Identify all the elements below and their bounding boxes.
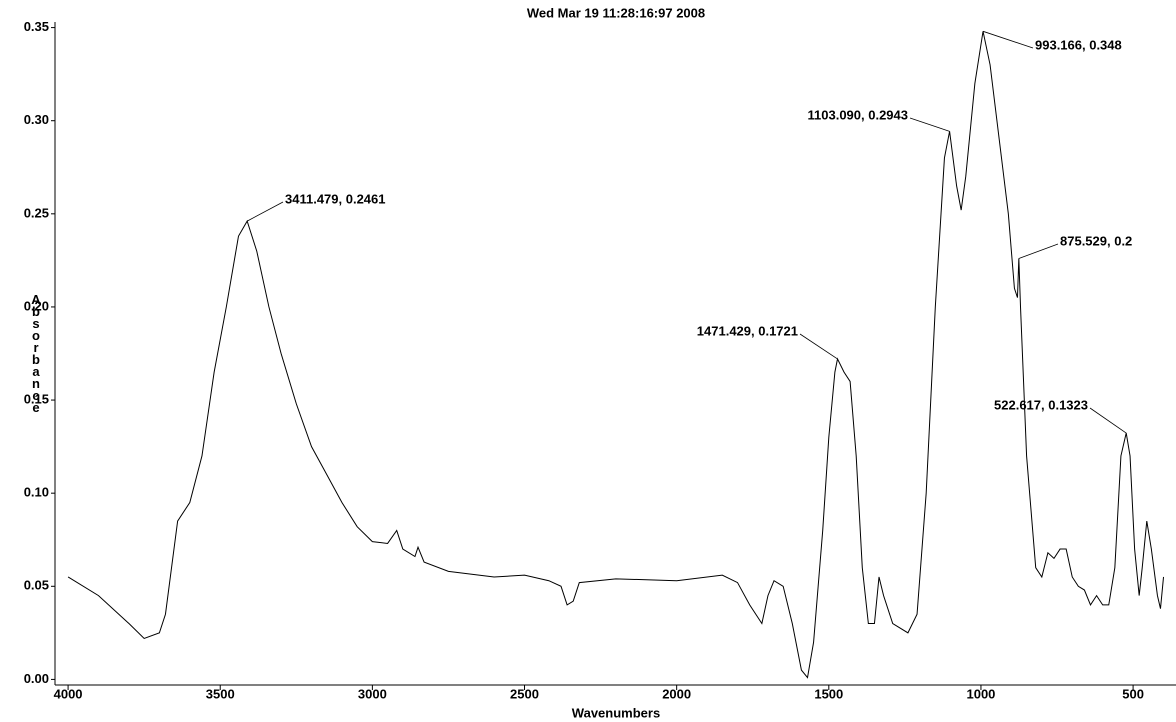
annotation-leader xyxy=(909,117,950,132)
annotation-label: 993.166, 0.348 xyxy=(1035,37,1122,52)
annotation-leader xyxy=(1089,407,1127,434)
annotation-label: 875.529, 0.2 xyxy=(1060,233,1132,248)
annotation-leader xyxy=(982,30,1034,49)
x-tick-label: 3500 xyxy=(206,686,235,701)
annotation-leader xyxy=(799,333,838,360)
y-axis-label: Absorbance xyxy=(29,292,44,412)
y-tick-label: 0.25 xyxy=(24,205,49,220)
y-tick-label: 0.35 xyxy=(24,19,49,34)
y-tick-label: 0.00 xyxy=(24,671,49,686)
annotation-leader xyxy=(246,201,284,222)
x-tick-label: 3000 xyxy=(358,686,387,701)
annotation-label: 1103.090, 0.2943 xyxy=(808,107,909,122)
annotation-leader xyxy=(1018,243,1059,259)
annotation-label: 522.617, 0.1323 xyxy=(994,397,1088,412)
annotation-label: 1471.429, 0.1721 xyxy=(697,323,798,338)
y-tick-label: 0.30 xyxy=(24,112,49,127)
x-tick-label: 1000 xyxy=(966,686,995,701)
y-tick-label: 0.20 xyxy=(24,298,49,313)
annotation-label: 3411.479, 0.2461 xyxy=(285,191,386,206)
x-tick-label: 4000 xyxy=(54,686,83,701)
x-tick-label: 2000 xyxy=(662,686,691,701)
x-tick-label: 500 xyxy=(1122,686,1144,701)
y-tick-label: 0.05 xyxy=(24,578,49,593)
x-tick-label: 2500 xyxy=(510,686,539,701)
x-axis-label: Wavenumbers xyxy=(572,705,660,720)
x-tick-label: 1500 xyxy=(814,686,843,701)
y-tick-label: 0.10 xyxy=(24,485,49,500)
spectrum-line xyxy=(67,31,1165,679)
y-tick-label: 0.15 xyxy=(24,391,49,406)
chart-title: Wed Mar 19 11:28:16:97 2008 xyxy=(527,5,705,20)
